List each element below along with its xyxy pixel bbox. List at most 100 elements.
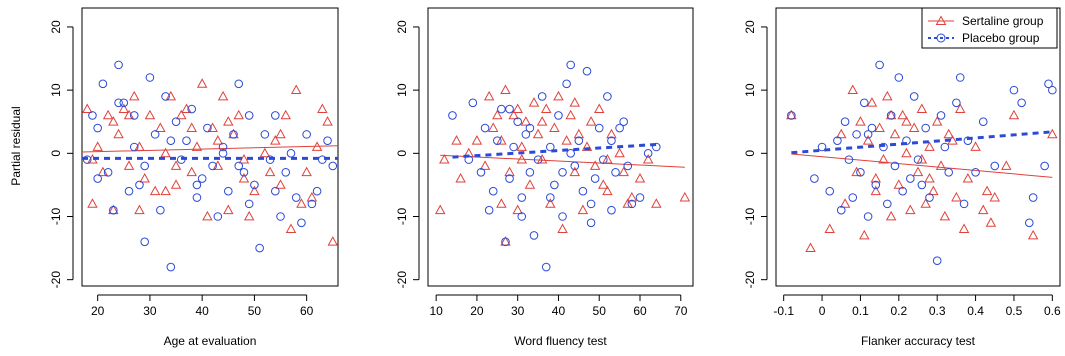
triangle-marker — [847, 84, 859, 95]
triangle-marker — [549, 122, 560, 132]
circle-marker — [894, 73, 904, 82]
triangle-marker — [455, 172, 466, 183]
legend-marker-sertaline — [935, 15, 947, 25]
y-tick-label: 10 — [743, 83, 757, 97]
triangle-marker — [170, 179, 182, 189]
circle-marker — [574, 136, 584, 145]
triangle-marker — [306, 191, 318, 202]
triangle-marker — [487, 122, 499, 132]
triangle-marker — [223, 116, 234, 126]
circle-marker — [952, 98, 961, 108]
triangle-marker — [943, 128, 954, 139]
circle-marker — [114, 60, 123, 70]
circle-marker — [480, 123, 490, 133]
circle-marker — [505, 104, 514, 114]
circle-marker — [323, 136, 332, 145]
triangle-marker — [322, 116, 333, 126]
triangle-marker — [118, 103, 130, 113]
circle-marker — [271, 111, 280, 120]
circle-marker — [570, 161, 580, 171]
circle-marker — [103, 167, 113, 177]
triangle-marker — [327, 236, 339, 246]
triangle-marker — [296, 198, 307, 208]
triangle-marker — [160, 147, 171, 158]
triangle-marker — [928, 185, 939, 196]
triangle-marker — [1047, 128, 1058, 139]
sertaline-fit-line — [440, 154, 685, 168]
y-tick-label: 20 — [395, 20, 409, 34]
circle-marker — [140, 237, 149, 247]
triangle-marker — [878, 153, 889, 164]
triangle-marker — [155, 122, 166, 132]
y-tick-label: -10 — [49, 208, 63, 226]
circle-marker — [493, 136, 502, 145]
triangle-marker — [893, 179, 905, 189]
circle-marker — [197, 174, 207, 183]
y-tick-label: 10 — [49, 83, 63, 97]
circle-marker — [594, 123, 604, 133]
circle-marker — [867, 123, 877, 133]
circle-marker — [863, 130, 873, 139]
circle-marker — [882, 199, 892, 209]
triangle-marker — [614, 147, 625, 158]
circle-marker — [844, 155, 854, 164]
circle-marker — [297, 218, 306, 228]
x-tick-label: 20 — [91, 304, 105, 318]
circle-marker — [88, 111, 97, 120]
circle-marker — [1024, 218, 1034, 228]
triangle-marker — [196, 78, 208, 88]
circle-marker — [599, 155, 608, 164]
triangle-marker — [102, 109, 114, 120]
triangle-marker — [113, 128, 124, 139]
circle-marker — [244, 199, 254, 209]
triangle-marker — [970, 141, 981, 151]
circle-marker — [218, 142, 228, 152]
triangle-marker — [606, 128, 617, 139]
triangle-marker — [824, 223, 835, 234]
x-axis-title: Age at evaluation — [164, 334, 257, 348]
triangle-marker — [901, 116, 912, 126]
triangle-marker — [931, 116, 943, 126]
placebo-fit-line — [791, 130, 1053, 155]
triangle-marker — [874, 122, 885, 132]
circle-marker — [817, 142, 827, 152]
triangle-marker — [290, 84, 302, 95]
circle-marker — [863, 212, 873, 221]
x-tick-label: 40 — [552, 304, 566, 318]
triangle-marker — [573, 128, 585, 139]
triangle-marker — [889, 128, 901, 139]
triangle-marker — [508, 109, 519, 120]
y-tick-label: -20 — [743, 271, 757, 289]
triangle-marker — [496, 198, 507, 208]
circle-marker — [182, 136, 191, 145]
triangle-marker — [882, 90, 893, 101]
triangle-marker — [962, 172, 974, 183]
x-tick-label: -0.1 — [773, 304, 794, 318]
legend-label-sertaline: Sertaline group — [962, 14, 1044, 28]
panel-3: -0.1 0 0.1 0.2 0.3 0.4 0.5 0.6 Flanker accuracy … — [743, 7, 1061, 348]
y-tick-label: -20 — [395, 271, 409, 289]
circle-marker — [558, 212, 567, 221]
circle-marker — [150, 130, 160, 139]
circle-marker — [586, 199, 596, 209]
triangle-marker — [835, 128, 847, 139]
circle-marker — [971, 167, 980, 177]
x-tick-label: 60 — [300, 304, 314, 318]
y-tick-label: 0 — [743, 150, 757, 157]
circle-marker — [525, 167, 535, 177]
triangle-marker — [679, 191, 691, 202]
triangle-marker — [851, 166, 862, 177]
triangle-marker — [496, 135, 507, 145]
legend-label-placebo: Placebo group — [962, 31, 1040, 45]
y-axis-title: Partial residual — [9, 106, 23, 185]
legend-marker-placebo — [936, 33, 946, 43]
triangle-marker — [149, 185, 161, 196]
circle-marker — [161, 92, 170, 101]
triangle-marker — [176, 109, 187, 120]
circle-marker — [468, 98, 478, 108]
circle-marker — [623, 161, 633, 171]
circle-marker — [234, 161, 244, 171]
circle-marker — [484, 205, 494, 215]
triangle-marker — [557, 223, 568, 234]
